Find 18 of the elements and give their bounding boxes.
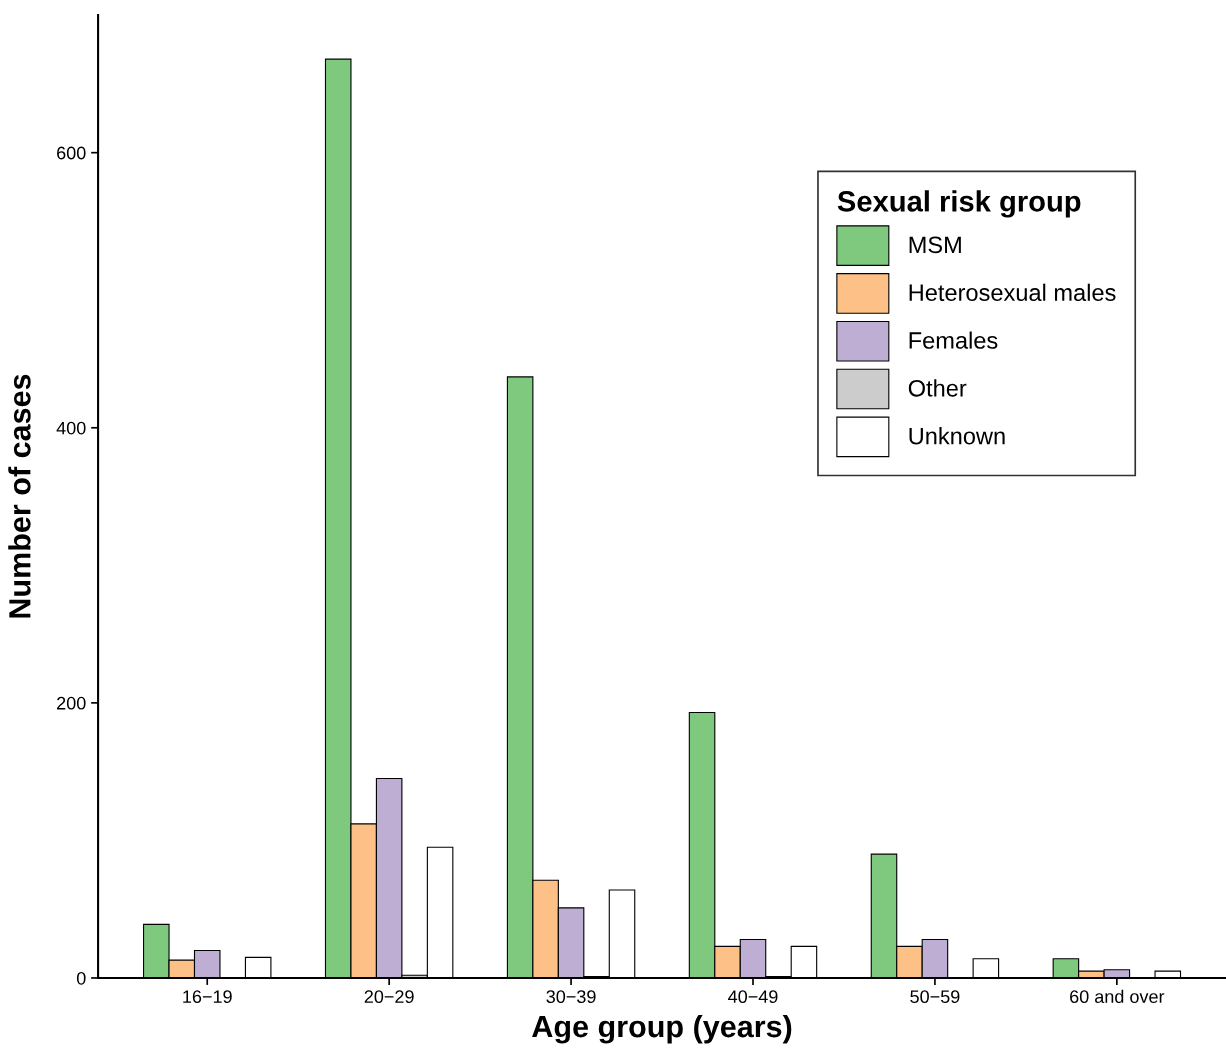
legend-label: Other bbox=[908, 379, 967, 397]
legend-label: Females bbox=[909, 331, 998, 349]
y-tick-label: 400 bbox=[56, 421, 86, 435]
y-tick-label: 600 bbox=[57, 146, 86, 160]
y-axis-title: Number of cases bbox=[8, 374, 31, 618]
y-tick-label: 0 bbox=[76, 971, 86, 985]
x-axis-title: Age group (years) bbox=[532, 1014, 792, 1044]
y-tick-label: 200 bbox=[57, 696, 86, 710]
legend-title: Sexual risk group bbox=[837, 190, 1081, 218]
x-tick-label: 50−59 bbox=[910, 990, 960, 1004]
legend-label: MSM bbox=[909, 236, 961, 254]
legend-label: Unknown bbox=[909, 427, 1005, 445]
x-tick-label: 60 and over bbox=[1070, 989, 1165, 1004]
x-tick-label: 30−39 bbox=[546, 990, 596, 1004]
x-tick-label: 40−49 bbox=[728, 990, 778, 1004]
x-tick-label: 20−29 bbox=[364, 990, 414, 1004]
legend-label: Heterosexual males bbox=[909, 283, 1116, 302]
x-tick-label: 16−19 bbox=[183, 990, 232, 1004]
